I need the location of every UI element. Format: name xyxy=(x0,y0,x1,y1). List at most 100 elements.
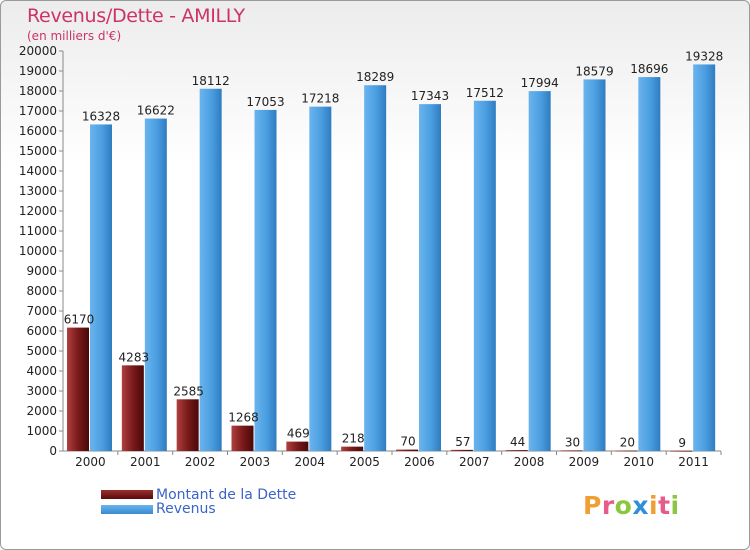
x-tick-label: 2001 xyxy=(130,455,161,469)
y-tick-label: 20000 xyxy=(19,44,57,58)
brand-letter: P xyxy=(583,491,602,520)
legend-label-debt: Montant de la Dette xyxy=(156,487,297,503)
chart-subtitle: (en milliers d'€) xyxy=(27,29,122,43)
x-tick-label: 2007 xyxy=(459,455,490,469)
brand-letter: r xyxy=(601,491,615,520)
bar-debt xyxy=(560,450,583,452)
value-labels: 6170 16328 4283 16622 2585 18112 1268 17053 469 1… xyxy=(64,49,724,449)
value-label-revenus: 17994 xyxy=(521,76,559,90)
brand-letter: t xyxy=(658,491,671,520)
y-tick-label: 14000 xyxy=(19,164,57,178)
x-tick-label: 2010 xyxy=(623,455,654,469)
x-tick-label: 2008 xyxy=(514,455,545,469)
value-label-debt: 4283 xyxy=(119,350,150,364)
axes: 0 1000 2000 3000 4000 5000 6000 7000 8000 9000 100… xyxy=(19,44,722,469)
y-tick-label: 7000 xyxy=(26,304,57,318)
bar-debt xyxy=(670,450,693,452)
bar-debt xyxy=(286,441,309,451)
value-label-debt: 469 xyxy=(287,427,310,441)
x-tick-label: 2002 xyxy=(185,455,216,469)
value-label-revenus: 17343 xyxy=(411,89,449,103)
y-tick-label: 4000 xyxy=(26,364,57,378)
y-tick-label: 17000 xyxy=(19,104,57,118)
brand-logo: Proxiti xyxy=(583,491,680,520)
value-label-debt: 2585 xyxy=(173,384,204,398)
y-tick-label: 9000 xyxy=(26,264,57,278)
value-label-revenus: 17512 xyxy=(466,86,504,100)
bar-debt xyxy=(121,365,144,451)
x-tick-label: 2006 xyxy=(404,455,435,469)
y-tick-label: 5000 xyxy=(26,344,57,358)
y-tick-label: 3000 xyxy=(26,384,57,398)
y-tick-label: 15000 xyxy=(19,144,57,158)
legend-swatch-revenus xyxy=(101,505,153,514)
y-tick-label: 13000 xyxy=(19,184,57,198)
value-label-debt: 44 xyxy=(510,435,525,449)
bar-debt xyxy=(615,450,638,452)
value-label-debt: 9 xyxy=(678,436,686,450)
legend-label-revenus: Revenus xyxy=(156,501,216,517)
value-label-revenus: 19328 xyxy=(685,49,723,63)
bar-revenus xyxy=(90,124,112,451)
bars xyxy=(67,64,716,452)
brand-letter: i xyxy=(670,491,680,520)
x-tick-label: 2003 xyxy=(240,455,271,469)
y-tick-label: 11000 xyxy=(19,224,57,238)
bar-revenus xyxy=(254,109,277,451)
value-label-revenus: 17218 xyxy=(301,92,339,106)
bar-revenus xyxy=(144,118,167,451)
legend-swatch-debt xyxy=(101,490,153,499)
value-label-debt: 6170 xyxy=(64,313,95,327)
value-label-debt: 1268 xyxy=(228,411,259,425)
x-tick-label: 2004 xyxy=(294,455,325,469)
value-label-revenus: 17053 xyxy=(246,95,284,109)
x-tick-label: 2000 xyxy=(75,455,106,469)
brand-letter: x xyxy=(632,491,649,520)
x-tick-label: 2009 xyxy=(569,455,600,469)
bar-revenus xyxy=(473,100,496,451)
value-label-revenus: 18696 xyxy=(630,62,668,76)
y-tick-label: 1000 xyxy=(26,424,57,438)
value-label-revenus: 18112 xyxy=(192,74,230,88)
brand-letter: i xyxy=(649,491,659,520)
chart-title: Revenus/Dette - AMILLY xyxy=(27,5,245,27)
y-tick-label: 8000 xyxy=(26,284,57,298)
bar-debt xyxy=(505,450,528,451)
bar-debt xyxy=(176,399,199,451)
bar-debt xyxy=(231,425,254,451)
y-tick-label: 10000 xyxy=(19,244,57,258)
bar-debt xyxy=(67,327,89,451)
value-label-debt: 218 xyxy=(342,432,365,446)
y-tick-label: 16000 xyxy=(19,124,57,138)
value-label-revenus: 18289 xyxy=(356,70,394,84)
value-label-revenus: 18579 xyxy=(575,64,613,78)
brand-letter: o xyxy=(614,491,633,520)
value-label-revenus: 16622 xyxy=(137,104,175,118)
bar-revenus xyxy=(199,88,222,451)
y-tick-label: 2000 xyxy=(26,404,57,418)
bar-debt xyxy=(396,449,418,451)
y-tick-label: 18000 xyxy=(19,84,57,98)
y-tick-label: 0 xyxy=(49,444,57,458)
bar-revenus xyxy=(693,64,716,451)
bar-revenus xyxy=(528,91,551,452)
y-tick-label: 12000 xyxy=(19,204,57,218)
y-tick-label: 19000 xyxy=(19,64,57,78)
bar-revenus xyxy=(364,85,387,451)
value-label-debt: 30 xyxy=(565,435,580,449)
bar-revenus xyxy=(583,79,606,452)
value-label-debt: 70 xyxy=(400,435,415,449)
x-tick-label: 2011 xyxy=(678,455,709,469)
bar-debt xyxy=(341,446,364,451)
value-label-debt: 20 xyxy=(620,436,635,450)
y-tick-label: 6000 xyxy=(26,324,57,338)
bar-debt xyxy=(450,449,473,451)
bar-revenus xyxy=(419,104,441,451)
bar-revenus xyxy=(638,77,661,451)
value-label-debt: 57 xyxy=(455,435,470,449)
value-label-revenus: 16328 xyxy=(82,109,120,123)
bar-revenus xyxy=(309,106,332,451)
x-tick-label: 2005 xyxy=(349,455,380,469)
